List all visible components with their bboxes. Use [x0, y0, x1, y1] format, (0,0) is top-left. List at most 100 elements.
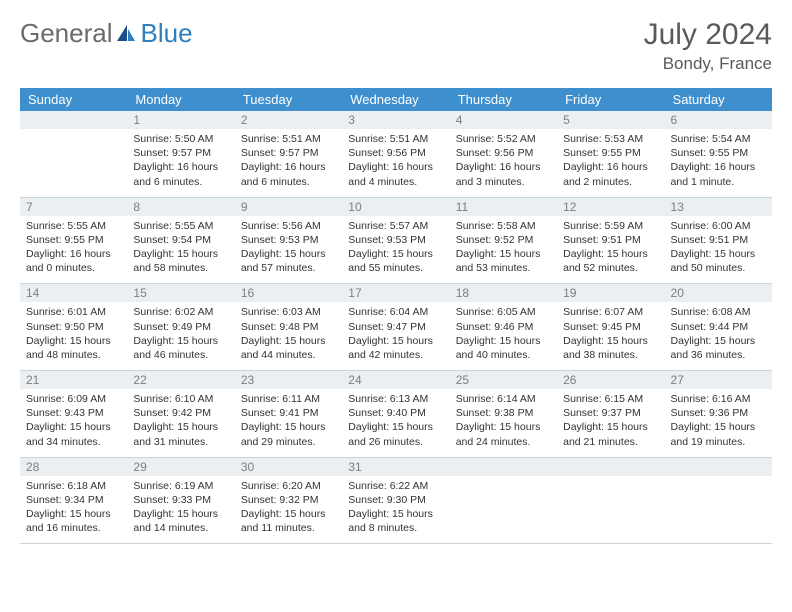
sunset-text: Sunset: 9:36 PM — [671, 406, 766, 420]
day-number: 4 — [450, 111, 557, 129]
week-row: 21Sunrise: 6:09 AMSunset: 9:43 PMDayligh… — [20, 371, 772, 458]
sunset-text: Sunset: 9:57 PM — [133, 146, 228, 160]
day-cell: 17Sunrise: 6:04 AMSunset: 9:47 PMDayligh… — [342, 284, 449, 371]
sunset-text: Sunset: 9:43 PM — [26, 406, 121, 420]
brand-part1: General — [20, 18, 113, 49]
sunset-text: Sunset: 9:51 PM — [671, 233, 766, 247]
weekday-header: Tuesday — [235, 88, 342, 111]
day-number: 27 — [665, 371, 772, 389]
day-number: 30 — [235, 458, 342, 476]
day-body: Sunrise: 5:51 AMSunset: 9:56 PMDaylight:… — [342, 129, 449, 197]
day-number: 28 — [20, 458, 127, 476]
sunset-text: Sunset: 9:55 PM — [671, 146, 766, 160]
day-body: Sunrise: 6:14 AMSunset: 9:38 PMDaylight:… — [450, 389, 557, 457]
sunrise-text: Sunrise: 6:22 AM — [348, 479, 443, 493]
sunrise-text: Sunrise: 6:03 AM — [241, 305, 336, 319]
day-body: Sunrise: 5:52 AMSunset: 9:56 PMDaylight:… — [450, 129, 557, 197]
sunrise-text: Sunrise: 6:05 AM — [456, 305, 551, 319]
daylight-text: Daylight: 15 hours and 38 minutes. — [563, 334, 658, 362]
day-number: 17 — [342, 284, 449, 302]
day-body: Sunrise: 5:55 AMSunset: 9:54 PMDaylight:… — [127, 216, 234, 284]
day-body — [665, 476, 772, 536]
sunrise-text: Sunrise: 5:50 AM — [133, 132, 228, 146]
daylight-text: Daylight: 16 hours and 3 minutes. — [456, 160, 551, 188]
day-cell: 28Sunrise: 6:18 AMSunset: 9:34 PMDayligh… — [20, 457, 127, 544]
day-cell — [20, 111, 127, 197]
sunset-text: Sunset: 9:49 PM — [133, 320, 228, 334]
day-number: 31 — [342, 458, 449, 476]
daylight-text: Daylight: 16 hours and 1 minute. — [671, 160, 766, 188]
day-body: Sunrise: 6:02 AMSunset: 9:49 PMDaylight:… — [127, 302, 234, 370]
sunrise-text: Sunrise: 6:19 AM — [133, 479, 228, 493]
daylight-text: Daylight: 15 hours and 57 minutes. — [241, 247, 336, 275]
sunrise-text: Sunrise: 5:57 AM — [348, 219, 443, 233]
day-body: Sunrise: 5:54 AMSunset: 9:55 PMDaylight:… — [665, 129, 772, 197]
calendar-body: 1Sunrise: 5:50 AMSunset: 9:57 PMDaylight… — [20, 111, 772, 544]
day-number: 2 — [235, 111, 342, 129]
sunrise-text: Sunrise: 5:54 AM — [671, 132, 766, 146]
brand-logo: General Blue — [20, 18, 193, 49]
day-body: Sunrise: 5:59 AMSunset: 9:51 PMDaylight:… — [557, 216, 664, 284]
daylight-text: Daylight: 16 hours and 2 minutes. — [563, 160, 658, 188]
location-label: Bondy, France — [644, 54, 772, 74]
sunrise-text: Sunrise: 5:53 AM — [563, 132, 658, 146]
day-body: Sunrise: 6:04 AMSunset: 9:47 PMDaylight:… — [342, 302, 449, 370]
daylight-text: Daylight: 15 hours and 44 minutes. — [241, 334, 336, 362]
day-cell: 12Sunrise: 5:59 AMSunset: 9:51 PMDayligh… — [557, 197, 664, 284]
day-number: 5 — [557, 111, 664, 129]
week-row: 1Sunrise: 5:50 AMSunset: 9:57 PMDaylight… — [20, 111, 772, 197]
day-cell: 6Sunrise: 5:54 AMSunset: 9:55 PMDaylight… — [665, 111, 772, 197]
daylight-text: Daylight: 15 hours and 31 minutes. — [133, 420, 228, 448]
daylight-text: Daylight: 15 hours and 29 minutes. — [241, 420, 336, 448]
day-body: Sunrise: 6:15 AMSunset: 9:37 PMDaylight:… — [557, 389, 664, 457]
day-body — [557, 476, 664, 536]
weekday-header-row: Sunday Monday Tuesday Wednesday Thursday… — [20, 88, 772, 111]
day-cell: 24Sunrise: 6:13 AMSunset: 9:40 PMDayligh… — [342, 371, 449, 458]
day-number: 29 — [127, 458, 234, 476]
day-body: Sunrise: 6:00 AMSunset: 9:51 PMDaylight:… — [665, 216, 772, 284]
daylight-text: Daylight: 15 hours and 55 minutes. — [348, 247, 443, 275]
day-body: Sunrise: 6:13 AMSunset: 9:40 PMDaylight:… — [342, 389, 449, 457]
weekday-header: Thursday — [450, 88, 557, 111]
sunrise-text: Sunrise: 6:00 AM — [671, 219, 766, 233]
sunrise-text: Sunrise: 6:15 AM — [563, 392, 658, 406]
sunset-text: Sunset: 9:41 PM — [241, 406, 336, 420]
daylight-text: Daylight: 15 hours and 40 minutes. — [456, 334, 551, 362]
day-number: 12 — [557, 198, 664, 216]
sunset-text: Sunset: 9:33 PM — [133, 493, 228, 507]
sail-icon — [115, 23, 137, 45]
sunset-text: Sunset: 9:45 PM — [563, 320, 658, 334]
daylight-text: Daylight: 15 hours and 21 minutes. — [563, 420, 658, 448]
sunrise-text: Sunrise: 6:13 AM — [348, 392, 443, 406]
sunset-text: Sunset: 9:50 PM — [26, 320, 121, 334]
day-body: Sunrise: 5:55 AMSunset: 9:55 PMDaylight:… — [20, 216, 127, 284]
day-cell: 11Sunrise: 5:58 AMSunset: 9:52 PMDayligh… — [450, 197, 557, 284]
sunrise-text: Sunrise: 6:04 AM — [348, 305, 443, 319]
sunrise-text: Sunrise: 5:58 AM — [456, 219, 551, 233]
sunrise-text: Sunrise: 6:18 AM — [26, 479, 121, 493]
daylight-text: Daylight: 15 hours and 58 minutes. — [133, 247, 228, 275]
sunset-text: Sunset: 9:44 PM — [671, 320, 766, 334]
page-header: General Blue July 2024 Bondy, France — [20, 18, 772, 74]
day-body: Sunrise: 6:18 AMSunset: 9:34 PMDaylight:… — [20, 476, 127, 544]
day-number: 25 — [450, 371, 557, 389]
sunrise-text: Sunrise: 6:08 AM — [671, 305, 766, 319]
daylight-text: Daylight: 15 hours and 48 minutes. — [26, 334, 121, 362]
day-body — [20, 129, 127, 189]
week-row: 14Sunrise: 6:01 AMSunset: 9:50 PMDayligh… — [20, 284, 772, 371]
week-row: 28Sunrise: 6:18 AMSunset: 9:34 PMDayligh… — [20, 457, 772, 544]
day-body: Sunrise: 5:50 AMSunset: 9:57 PMDaylight:… — [127, 129, 234, 197]
month-title: July 2024 — [644, 18, 772, 52]
day-cell: 3Sunrise: 5:51 AMSunset: 9:56 PMDaylight… — [342, 111, 449, 197]
daylight-text: Daylight: 15 hours and 14 minutes. — [133, 507, 228, 535]
sunrise-text: Sunrise: 5:51 AM — [241, 132, 336, 146]
day-body: Sunrise: 6:22 AMSunset: 9:30 PMDaylight:… — [342, 476, 449, 544]
day-cell: 18Sunrise: 6:05 AMSunset: 9:46 PMDayligh… — [450, 284, 557, 371]
sunset-text: Sunset: 9:56 PM — [456, 146, 551, 160]
day-number: 21 — [20, 371, 127, 389]
sunrise-text: Sunrise: 6:01 AM — [26, 305, 121, 319]
sunset-text: Sunset: 9:46 PM — [456, 320, 551, 334]
title-block: July 2024 Bondy, France — [644, 18, 772, 74]
weekday-header: Monday — [127, 88, 234, 111]
sunrise-text: Sunrise: 6:02 AM — [133, 305, 228, 319]
